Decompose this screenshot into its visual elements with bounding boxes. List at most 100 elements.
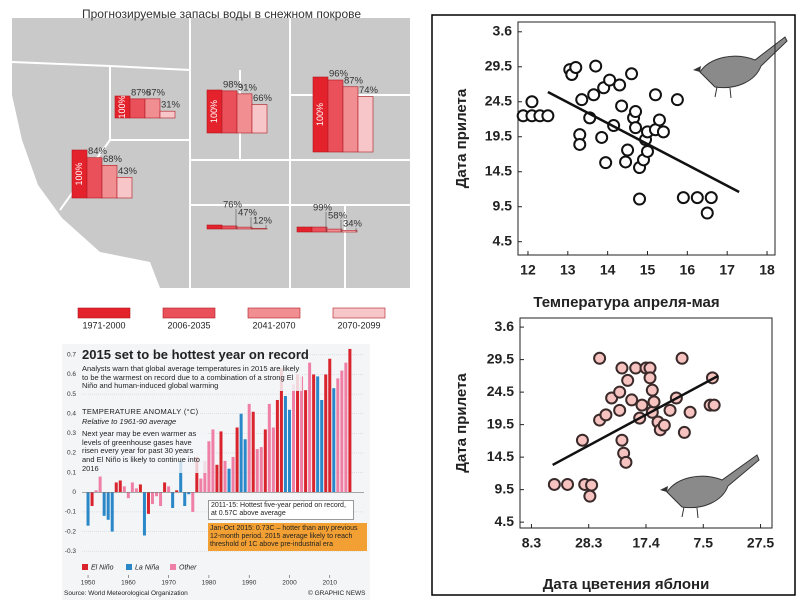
point <box>613 385 627 399</box>
legend-label: 2070-2099 <box>337 320 380 330</box>
point <box>603 73 617 87</box>
bar <box>159 492 163 507</box>
y-axis-label: Дата прилета <box>453 88 470 188</box>
annotation: 2011-15: Hottest five-year period on rec… <box>208 500 354 521</box>
point <box>615 433 629 447</box>
trend-line <box>547 90 740 194</box>
plot-frame <box>519 317 773 529</box>
x-tick-label: 15 <box>640 262 656 278</box>
point <box>683 405 697 419</box>
bar <box>327 79 344 153</box>
bar <box>348 348 352 493</box>
bar <box>341 230 358 233</box>
point <box>595 130 609 144</box>
value-label: 91% <box>238 82 258 93</box>
bar <box>207 441 211 493</box>
point <box>657 418 671 432</box>
point <box>625 393 639 407</box>
y-tick-label: 0.7 <box>67 352 76 359</box>
bar <box>235 427 239 493</box>
bar <box>116 177 133 199</box>
bar <box>86 492 90 526</box>
bar <box>175 490 179 493</box>
point <box>652 113 666 127</box>
point <box>629 121 643 135</box>
bar <box>90 492 94 507</box>
value-label: 34% <box>343 219 363 230</box>
value-label: 87% <box>131 87 151 98</box>
bar <box>267 403 271 493</box>
point <box>583 489 597 503</box>
bar <box>357 96 374 153</box>
legend-swatch <box>247 307 301 319</box>
bar <box>98 476 102 493</box>
x-tick-label: 27.5 <box>747 535 774 551</box>
y-tick-label: 0.3 <box>67 430 76 437</box>
bar <box>179 460 183 493</box>
bar <box>155 492 159 497</box>
legend-swatch <box>170 564 176 570</box>
x-tick-label: 2000 <box>282 580 297 587</box>
bar <box>243 439 247 493</box>
value-label: 43% <box>118 166 138 177</box>
value-label: 100% <box>117 95 127 118</box>
source: Source: World Meteorological Organizatio… <box>64 590 188 597</box>
bar <box>251 411 255 493</box>
point <box>541 109 555 123</box>
bar <box>106 492 110 520</box>
x-tick-label: 17 <box>719 262 735 278</box>
legend-label: 2006-2035 <box>167 320 210 330</box>
y-tick-label: 4.5 <box>493 232 513 248</box>
y-tick-label: 29.5 <box>485 57 512 73</box>
bar <box>191 492 195 512</box>
bar <box>215 464 219 493</box>
bar <box>239 413 243 493</box>
y-tick-label: 14.5 <box>487 448 514 464</box>
map <box>11 18 410 288</box>
y-tick-label: 9.5 <box>495 480 515 496</box>
y-tick-label: 0.2 <box>67 450 76 457</box>
axis-title: TEMPERATURE ANOMALY (°C) <box>82 407 199 416</box>
bar <box>236 226 253 230</box>
y-tick-label: 3.6 <box>493 22 513 38</box>
bird-illustration <box>693 36 788 99</box>
point <box>621 373 635 387</box>
bar <box>219 431 223 493</box>
y-tick-label: 14.5 <box>485 162 512 178</box>
value-label: 98% <box>223 79 243 90</box>
point <box>593 351 607 365</box>
bar <box>308 362 312 493</box>
y-tick-label: 0 <box>72 489 76 496</box>
point <box>704 191 718 205</box>
map-title: Прогнозируемые запасы воды в снежном пок… <box>82 7 362 21</box>
x-tick-label: 1950 <box>81 580 96 587</box>
point <box>613 78 627 92</box>
point <box>625 67 639 81</box>
y-tick-label: -0.2 <box>65 528 77 535</box>
x-tick-label: 2010 <box>323 580 338 587</box>
bar <box>163 482 167 493</box>
state-borders <box>11 18 410 288</box>
bar <box>146 492 150 514</box>
bar <box>271 427 275 493</box>
axis-subtitle: Relative to 1961-90 average <box>82 417 177 426</box>
legend-label: La Niña <box>135 564 159 571</box>
y-tick-label: 0.1 <box>67 469 76 476</box>
bar <box>275 399 279 493</box>
value-label: 31% <box>161 100 181 111</box>
annotation: Jan-Oct 2015: 0.73C – hotter than any pr… <box>208 523 367 552</box>
x-tick-label: 18 <box>759 262 775 278</box>
plot-frame <box>517 21 776 256</box>
bar <box>300 376 304 493</box>
bar <box>251 104 268 134</box>
bar <box>142 492 146 536</box>
y-tick-label: 0.6 <box>67 371 76 378</box>
point <box>561 477 575 491</box>
legend-swatch <box>126 564 132 570</box>
value-label: 100% <box>315 103 325 126</box>
y-tick-label: 19.5 <box>487 415 514 431</box>
infographic-title: 2015 set to be hottest year on record <box>82 347 309 362</box>
bar <box>287 409 291 493</box>
point <box>629 105 643 119</box>
